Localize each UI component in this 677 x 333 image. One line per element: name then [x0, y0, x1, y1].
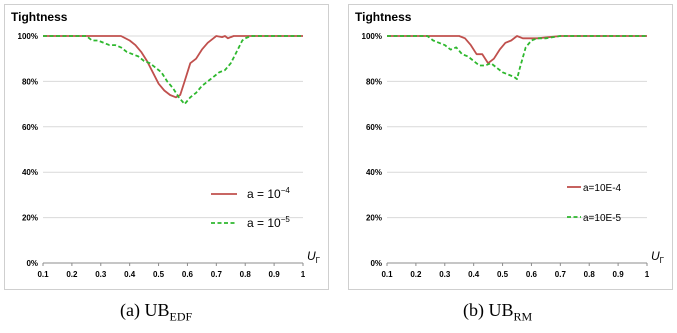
chart-b-y-tick-label: 20%	[366, 214, 382, 223]
chart-a-legend-label-1: a = 10−4	[247, 186, 290, 201]
chart-a-x-tick-label: 0.4	[124, 270, 136, 279]
chart-b-x-tick-label: 0.9	[613, 270, 625, 279]
chart-b-svg: Tightness 0%20%40%60%80%100% 0.1 0.2 0.3 0.…	[355, 10, 665, 279]
chart-b-y-tick-label: 80%	[366, 77, 382, 86]
caption-a: (a) UBEDF	[120, 300, 192, 325]
chart-a-y-tick-label: 20%	[22, 214, 38, 223]
chart-a-x-ticks: 0.1 0.2 0.3 0.4 0.5 0.6 0.7 0.8 0.9 1	[37, 263, 306, 279]
chart-b-series	[387, 35, 647, 80]
chart-b-x-tick-label: 0.2	[410, 270, 422, 279]
chart-panel-a: Tightness 0% 20% 40% 60% 80% 100% 0.1 0.2 0.3 0.…	[4, 4, 329, 290]
chart-a-y-tick-label: 100%	[18, 32, 38, 41]
chart-b-x-axis-label: UΓ	[651, 249, 665, 265]
chart-a-x-tick-label: 0.1	[37, 270, 49, 279]
caption-a-text: (a) UB	[120, 300, 170, 320]
chart-b-x-tick-label: 0.3	[439, 270, 451, 279]
chart-a-x-tick-label: 0.3	[95, 270, 107, 279]
chart-b-x-tick-label: 0.8	[584, 270, 596, 279]
chart-a-x-tick-label: 0.9	[269, 270, 281, 279]
chart-b-x-ticks: 0.1 0.2 0.3 0.4 0.5 0.6 0.7 0.8 0.9 1	[381, 263, 650, 279]
chart-b-gridlines	[387, 35, 647, 264]
chart-b-x-tick-label: 0.7	[555, 270, 567, 279]
chart-a-x-tick-label: 0.6	[182, 270, 194, 279]
chart-a-x-axis-label: UΓ	[307, 249, 321, 265]
chart-b-x-tick-label: 0.1	[381, 270, 393, 279]
chart-b-y-tick-label: 100%	[362, 32, 382, 41]
chart-b-series-line-1	[387, 35, 647, 65]
chart-b-x-tick-label: 0.6	[526, 270, 538, 279]
chart-a-legend: a = 10−4 a = 10−5	[211, 186, 290, 230]
chart-b-x-tick-label: 1	[645, 270, 650, 279]
chart-b-x-axis-label-subscript: Γ	[660, 256, 665, 265]
chart-a-x-tick-label: 0.5	[153, 270, 165, 279]
chart-b-title: Tightness	[355, 10, 412, 24]
chart-a-y-tick-label: 80%	[22, 77, 38, 86]
chart-b-y-tick-label: 40%	[366, 168, 382, 177]
caption-b-text: (b) UB	[463, 300, 514, 320]
chart-b-x-tick-label: 0.5	[497, 270, 509, 279]
chart-b-y-ticks: 0% 20% 40% 60% 80% 100%	[362, 32, 382, 268]
chart-a-legend-label-2: a = 10−5	[247, 215, 290, 230]
chart-a-x-tick-label: 1	[301, 270, 306, 279]
chart-a-series	[43, 35, 303, 105]
chart-a-legend-label-exponent-1: −4	[281, 186, 291, 195]
chart-a-x-tick-label: 0.2	[66, 270, 78, 279]
caption-a-subscript: EDF	[169, 309, 193, 324]
chart-a-y-tick-label: 0%	[26, 259, 38, 268]
chart-b-y-tick-label: 60%	[366, 123, 382, 132]
chart-b-y-tick-label: 0%	[370, 259, 382, 268]
caption-b-subscript: RM	[513, 309, 533, 324]
chart-a-title: Tightness	[11, 10, 68, 24]
caption-b: (b) UBRM	[463, 300, 532, 325]
chart-a-series-line-1	[43, 35, 303, 99]
chart-b-legend-label-2: a=10E-5	[583, 213, 622, 224]
chart-a-y-tick-label: 40%	[22, 168, 38, 177]
chart-b-series-line-2	[387, 35, 647, 80]
chart-a-svg: Tightness 0%20%40%60%80%100% 0.1 0.2 0.3 0.…	[11, 10, 321, 279]
chart-a-x-tick-label: 0.8	[240, 270, 252, 279]
chart-panel-b: Tightness 0% 20% 40% 60% 80% 100% 0.1 0.2 0.3 0.…	[348, 4, 673, 290]
chart-b-legend-label-1: a=10E-4	[583, 183, 622, 194]
chart-a-y-ticks: 0% 20% 40% 60% 80% 100%	[18, 32, 38, 268]
chart-a-x-tick-label: 0.7	[211, 270, 223, 279]
chart-b-x-tick-label: 0.4	[468, 270, 480, 279]
chart-a-legend-label-exponent-2: −5	[281, 215, 291, 224]
chart-a-x-axis-label-subscript: Γ	[316, 256, 321, 265]
chart-a-y-tick-label: 60%	[22, 123, 38, 132]
chart-a-series-line-2	[43, 35, 303, 105]
chart-b-legend: a=10E-4 a=10E-5	[567, 183, 622, 224]
